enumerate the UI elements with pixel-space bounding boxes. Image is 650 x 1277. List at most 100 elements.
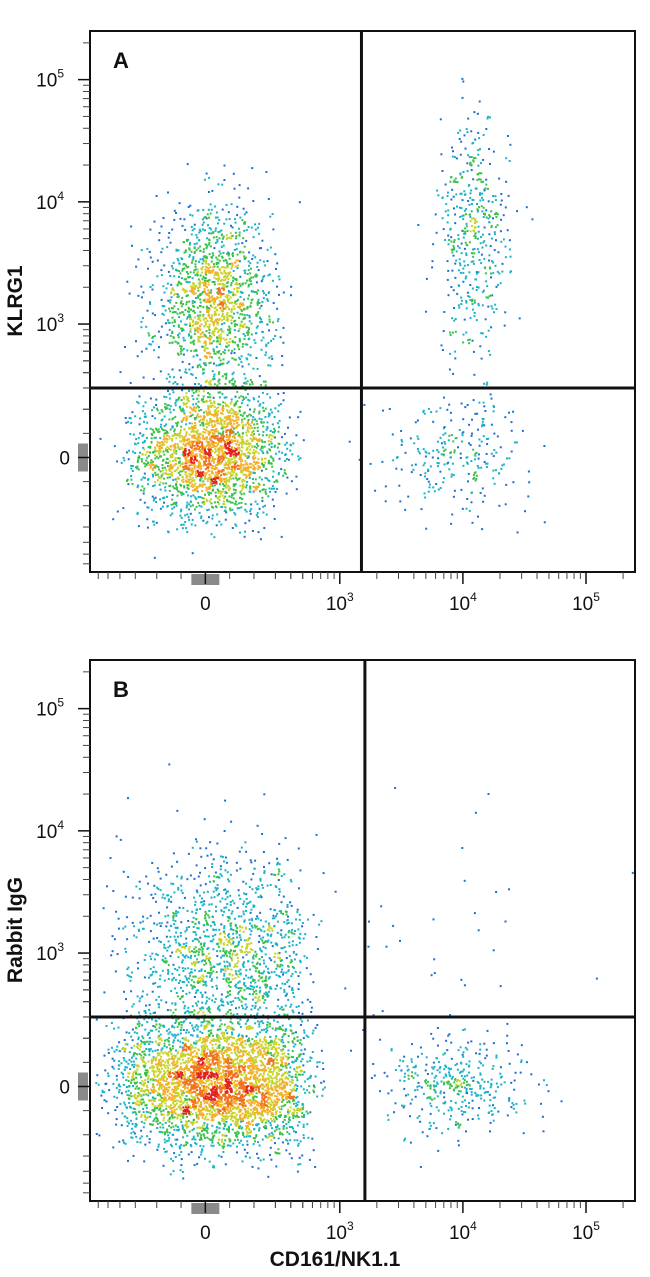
event-dot <box>210 296 213 299</box>
event-dot <box>212 340 215 343</box>
event-dot <box>255 1088 257 1091</box>
event-dot <box>167 191 169 194</box>
event-dot <box>424 475 426 478</box>
event-dot <box>232 453 235 456</box>
event-dot <box>155 398 158 401</box>
event-dot <box>248 251 251 254</box>
event-dot <box>204 446 207 449</box>
event-dot <box>506 229 509 232</box>
event-dot <box>463 247 466 250</box>
event-dot <box>206 422 209 425</box>
event-dot <box>190 407 193 410</box>
event-dot <box>453 207 455 210</box>
event-dot <box>208 454 211 457</box>
event-dot <box>221 375 224 378</box>
event-dot <box>485 296 488 299</box>
event-dot <box>256 302 259 305</box>
event-dot <box>155 195 158 197</box>
event-dot <box>222 358 225 361</box>
event-dot <box>486 462 489 465</box>
event-dot <box>215 437 218 440</box>
event-dot <box>124 346 126 348</box>
event-dot <box>302 1106 305 1109</box>
event-dot <box>284 443 287 446</box>
event-dot <box>223 179 226 181</box>
event-dot <box>261 446 264 449</box>
event-dot <box>207 191 210 193</box>
event-dot <box>467 184 470 187</box>
event-dot <box>505 483 508 486</box>
event-dot <box>274 253 277 256</box>
event-dot <box>474 471 477 474</box>
event-dot <box>180 345 183 348</box>
event-dot <box>251 290 254 293</box>
event-dot <box>493 233 496 236</box>
event-dot <box>437 451 440 454</box>
event-dot <box>166 282 169 285</box>
event-dot <box>213 362 215 365</box>
event-dot <box>205 460 208 463</box>
event-dot <box>207 352 210 355</box>
event-dot <box>244 522 247 525</box>
event-dot <box>220 234 223 237</box>
event-dot <box>145 325 148 328</box>
event-dot <box>210 299 213 302</box>
event-dot <box>246 1131 249 1134</box>
event-dot <box>192 407 195 410</box>
event-dot <box>233 410 236 413</box>
event-dot <box>168 1037 171 1039</box>
event-dot <box>239 296 242 298</box>
event-dot <box>253 461 256 463</box>
event-dot <box>173 446 176 449</box>
event-dot <box>488 254 491 257</box>
event-dot <box>225 266 228 269</box>
event-dot <box>219 283 222 286</box>
event-dot <box>470 491 473 494</box>
event-dot <box>288 1116 291 1119</box>
event-dot <box>222 430 225 433</box>
event-dot <box>504 503 507 506</box>
event-dot <box>218 378 221 381</box>
event-dot <box>188 389 190 392</box>
event-dot <box>466 162 469 165</box>
event-dot <box>162 505 164 508</box>
event-dot <box>499 282 502 285</box>
event-dot <box>461 440 464 443</box>
event-dot <box>198 504 201 507</box>
event-dot <box>173 464 176 467</box>
event-dot <box>249 378 252 381</box>
event-dot <box>463 264 466 267</box>
event-dot <box>238 410 241 413</box>
event-dot <box>157 450 160 453</box>
event-dot <box>236 311 239 314</box>
event-dot <box>219 455 222 458</box>
event-dot <box>202 519 205 522</box>
event-dot <box>490 305 493 308</box>
event-dot <box>178 457 181 460</box>
event-dot <box>471 252 474 255</box>
event-dot <box>186 486 189 489</box>
event-dot <box>162 429 165 431</box>
event-dot <box>218 372 220 375</box>
event-dot <box>457 234 460 237</box>
event-dot <box>239 313 242 316</box>
event-dot <box>222 401 225 404</box>
event-dot <box>220 436 223 439</box>
event-dot <box>469 299 472 302</box>
event-dot <box>282 1074 285 1077</box>
event-dot <box>228 263 231 265</box>
event-dot <box>241 427 244 430</box>
event-dot <box>248 473 250 476</box>
event-dot <box>225 433 228 436</box>
event-dot <box>224 266 227 269</box>
event-dot <box>201 418 204 421</box>
event-dot <box>228 273 231 276</box>
event-dot <box>231 468 234 471</box>
event-dot <box>144 1118 147 1121</box>
event-dot <box>467 472 470 475</box>
event-dot <box>205 273 208 276</box>
event-dot <box>225 204 228 206</box>
event-dot <box>186 513 189 516</box>
event-dot <box>221 424 224 427</box>
